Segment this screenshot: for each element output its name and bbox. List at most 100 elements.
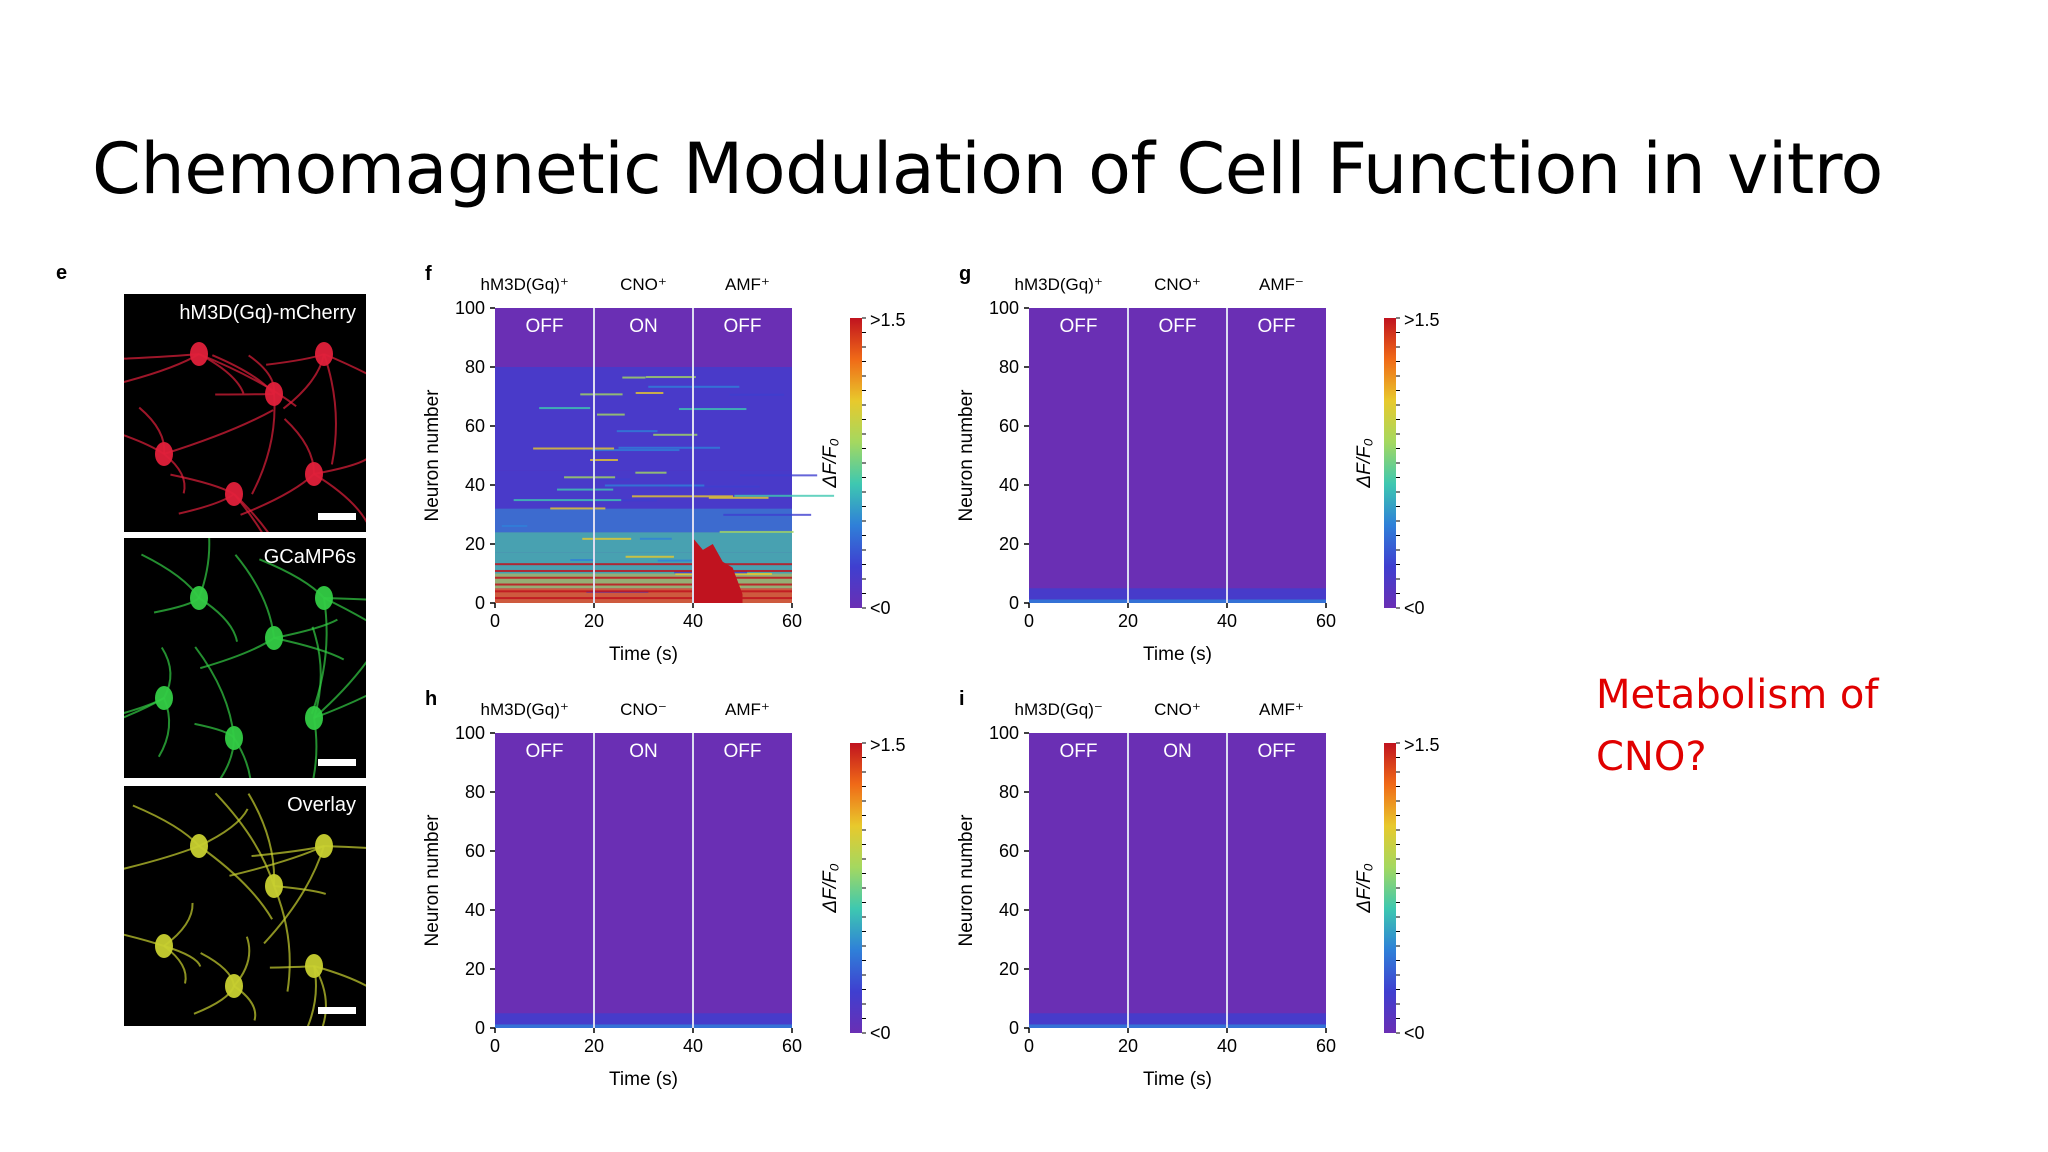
x-tick-label: 0 xyxy=(490,611,500,631)
colorbar xyxy=(1384,318,1396,608)
activity-streak xyxy=(495,597,792,600)
activity-streak xyxy=(588,499,657,502)
neurite xyxy=(240,473,315,516)
neurite xyxy=(198,845,273,920)
panel-letter: h xyxy=(425,688,437,710)
colorbar-tick-label: <0 xyxy=(1404,598,1425,618)
y-tick-label: 0 xyxy=(1009,1018,1019,1038)
activity-streak xyxy=(564,476,616,479)
y-tick-label: 40 xyxy=(999,900,1019,920)
condition-label: AMF⁻ xyxy=(1259,275,1304,294)
activity-band xyxy=(1029,599,1326,603)
activity-band xyxy=(495,367,792,426)
note-line: CNO? xyxy=(1596,734,1707,780)
y-tick-label: 40 xyxy=(465,900,485,920)
x-tick-label: 60 xyxy=(1316,611,1336,631)
neurite xyxy=(124,353,200,360)
neurite xyxy=(313,694,366,719)
y-tick-label: 0 xyxy=(475,1018,485,1038)
neuron-soma xyxy=(305,706,323,730)
activity-streak xyxy=(678,408,747,411)
neuron-soma xyxy=(305,462,323,486)
x-tick-label: 40 xyxy=(1217,1036,1237,1056)
neuron-soma xyxy=(265,874,283,898)
neuron-soma xyxy=(305,954,323,978)
y-tick-label: 60 xyxy=(465,416,485,436)
activity-streak xyxy=(557,488,614,491)
phase-label: OFF xyxy=(724,741,762,762)
phase-label: OFF xyxy=(1258,316,1296,337)
condition-label: AMF⁺ xyxy=(1259,700,1304,719)
micrograph-mcherry: hM3D(Gq)-mCherry xyxy=(124,294,366,532)
colorbar-label: ΔF/F₀ xyxy=(1354,438,1375,488)
neurite xyxy=(323,353,366,375)
neurite xyxy=(313,660,366,719)
neuron-soma xyxy=(190,586,208,610)
condition-label: hM3D(Gq)⁺ xyxy=(481,700,569,719)
colorbar-tick-label: >1.5 xyxy=(870,310,906,330)
activity-streak xyxy=(635,471,667,474)
neuron-soma xyxy=(315,342,333,366)
activity-streak xyxy=(495,590,792,593)
phase-label: ON xyxy=(629,316,658,337)
micrograph-label: Overlay xyxy=(287,794,356,816)
phase-label: OFF xyxy=(1258,741,1296,762)
x-axis-label: Time (s) xyxy=(609,1069,678,1090)
scale-bar xyxy=(318,513,356,520)
activity-streak xyxy=(590,459,618,462)
neuron-soma xyxy=(315,586,333,610)
neuron-soma xyxy=(155,686,173,710)
activity-streak xyxy=(723,513,812,516)
x-tick-label: 20 xyxy=(1118,1036,1138,1056)
y-tick-label: 20 xyxy=(999,959,1019,979)
phase-label: ON xyxy=(1163,741,1192,762)
x-axis-label: Time (s) xyxy=(609,644,678,665)
colorbar xyxy=(850,318,862,608)
neuron-soma xyxy=(265,626,283,650)
activity-streak xyxy=(657,559,699,562)
heatmap-area xyxy=(495,733,792,1028)
activity-streak xyxy=(495,563,792,566)
activity-streak xyxy=(668,485,760,488)
activity-streak xyxy=(580,393,623,396)
condition-label: CNO⁻ xyxy=(620,700,667,719)
condition-label: AMF⁺ xyxy=(725,700,770,719)
activity-streak xyxy=(596,413,625,416)
activity-band xyxy=(1029,1013,1326,1028)
y-tick-label: 100 xyxy=(989,298,1019,318)
colorbar-tick-label: <0 xyxy=(870,1023,891,1043)
neuron-soma xyxy=(155,442,173,466)
y-tick-label: 20 xyxy=(465,534,485,554)
activity-streak xyxy=(501,524,528,527)
activity-streak xyxy=(604,484,705,487)
neuron-soma xyxy=(190,342,208,366)
neurite xyxy=(170,473,235,495)
x-tick-label: 20 xyxy=(584,611,604,631)
condition-label: CNO⁺ xyxy=(620,275,667,294)
panel-letter-e: e xyxy=(56,262,68,284)
colorbar-tick-label: >1.5 xyxy=(1404,735,1440,755)
condition-label: hM3D(Gq)⁻ xyxy=(1015,700,1103,719)
activity-streak xyxy=(729,393,785,396)
neuron-soma xyxy=(225,974,243,998)
micrograph-gcamp: GCaMP6s xyxy=(124,538,366,778)
x-tick-label: 20 xyxy=(1118,611,1138,631)
colorbar-label: ΔF/F₀ xyxy=(1354,863,1375,913)
phase-label: OFF xyxy=(724,316,762,337)
colorbar xyxy=(850,743,862,1033)
colorbar-label: ΔF/F₀ xyxy=(820,863,841,913)
x-tick-label: 0 xyxy=(490,1036,500,1056)
activity-streak xyxy=(618,446,721,449)
activity-streak xyxy=(639,537,672,540)
y-tick-label: 100 xyxy=(455,298,485,318)
activity-band xyxy=(495,470,792,509)
neurite xyxy=(323,597,366,622)
neuron-soma xyxy=(225,482,243,506)
neurite xyxy=(251,393,276,495)
activity-streak xyxy=(635,391,664,394)
slide-title: Chemomagnetic Modulation of Cell Functio… xyxy=(92,128,1883,210)
y-tick-label: 20 xyxy=(465,959,485,979)
neurite xyxy=(140,553,200,599)
neuron-drawing xyxy=(124,792,366,1026)
neurite xyxy=(233,493,263,532)
